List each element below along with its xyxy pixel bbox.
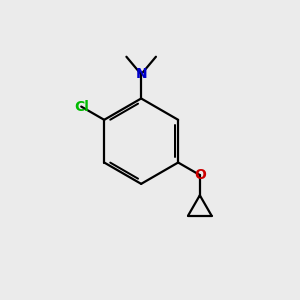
Text: O: O	[194, 168, 206, 182]
Text: N: N	[135, 67, 147, 81]
Text: Cl: Cl	[74, 100, 89, 114]
